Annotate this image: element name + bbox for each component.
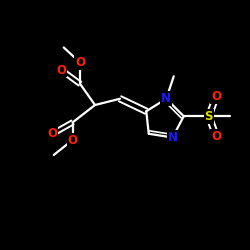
Text: O: O [56, 64, 66, 76]
Text: O: O [68, 134, 78, 146]
Text: S: S [204, 110, 213, 123]
Text: O: O [211, 90, 221, 103]
Text: O: O [48, 127, 58, 140]
Text: O: O [211, 130, 221, 143]
Text: N: N [168, 131, 177, 144]
Text: N: N [161, 92, 171, 105]
Text: O: O [75, 56, 85, 69]
